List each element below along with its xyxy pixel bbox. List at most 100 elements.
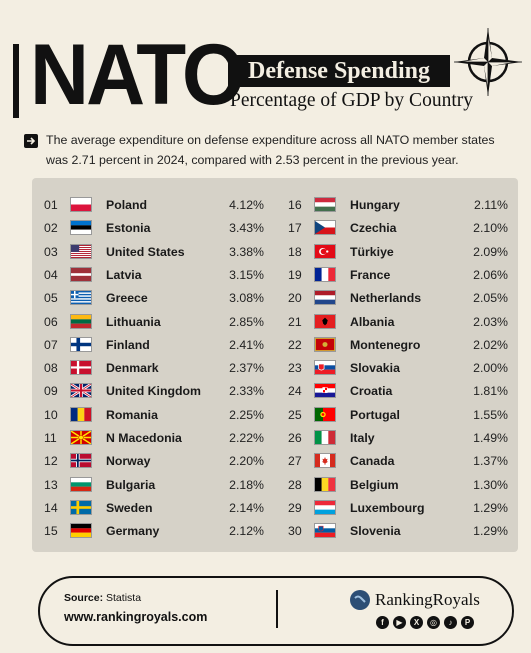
gdp-percent: 3.08% — [229, 291, 264, 306]
gdp-percent: 1.49% — [473, 431, 508, 445]
gdp-percent: 2.14% — [229, 500, 264, 515]
footer: Source: Statista www.rankingroyals.com R… — [38, 576, 514, 646]
country-name: Croatia — [350, 384, 393, 399]
netherlands-flag-icon — [314, 290, 336, 306]
country-name: United States — [106, 244, 185, 259]
country-name: Netherlands — [350, 291, 422, 306]
estonia-flag-icon — [70, 220, 92, 236]
gdp-percent: 2.10% — [473, 221, 508, 236]
gdp-percent: 2.37% — [229, 361, 264, 376]
country-name: Romania — [106, 407, 158, 422]
gdp-percent: 2.05% — [473, 291, 508, 306]
table-row: 18 Türkiye 2.09% — [288, 241, 508, 263]
country-name: Hungary — [350, 198, 400, 212]
footer-divider — [276, 590, 278, 628]
title-box: Defense Spending — [228, 55, 450, 87]
country-name: Norway — [106, 454, 151, 469]
rank-number: 05 — [44, 291, 58, 306]
table-row: 30 Slovenia 1.29% — [288, 520, 508, 542]
rank-number: 22 — [288, 337, 302, 352]
gdp-percent: 2.18% — [229, 477, 264, 492]
poland-flag-icon — [70, 197, 92, 212]
country-name: N Macedonia — [106, 431, 182, 445]
rank-number: 11 — [44, 431, 57, 445]
country-name: Greece — [106, 291, 148, 306]
greece-flag-icon — [70, 290, 92, 306]
rank-number: 01 — [44, 198, 58, 212]
youtube-icon[interactable]: ▶ — [393, 616, 406, 629]
rank-number: 23 — [288, 361, 302, 376]
source-line: Source: Statista — [64, 592, 141, 604]
canada-flag-icon — [314, 453, 336, 469]
latvia-flag-icon — [70, 266, 92, 282]
table-row: 24 Croatia 1.81% — [288, 380, 508, 402]
rank-number: 08 — [44, 361, 58, 376]
brand-name: RankingRoyals — [375, 590, 480, 609]
country-name: Finland — [106, 337, 150, 352]
intro-text: The average expenditure on defense expen… — [46, 133, 495, 167]
rank-number: 12 — [44, 454, 58, 469]
rank-number: 24 — [288, 384, 302, 399]
slovakia-flag-icon — [314, 360, 336, 376]
table-row: 09 United Kingdom 2.33% — [44, 380, 264, 402]
norway-flag-icon — [70, 453, 92, 469]
rank-number: 21 — [288, 314, 302, 329]
gdp-percent: 2.20% — [229, 454, 264, 469]
rank-number: 25 — [288, 407, 302, 422]
country-name: Czechia — [350, 221, 397, 236]
facebook-icon[interactable]: f — [376, 616, 389, 629]
table-row: 07 Finland 2.41% — [44, 334, 264, 356]
nato-compass-icon — [454, 28, 522, 96]
turkey-flag-icon — [314, 243, 336, 259]
rank-number: 17 — [288, 221, 302, 236]
gdp-percent: 2.33% — [229, 384, 264, 399]
instagram-icon[interactable]: ◎ — [427, 616, 440, 629]
country-name: France — [350, 267, 391, 282]
romania-flag-icon — [70, 406, 92, 422]
albania-flag-icon — [314, 313, 336, 329]
rank-number: 16 — [288, 198, 302, 212]
gdp-percent: 1.81% — [473, 384, 508, 399]
hungary-flag-icon — [314, 197, 336, 212]
rank-number: 02 — [44, 221, 58, 236]
arrow-right-icon — [24, 134, 38, 148]
page-title: NATO — [30, 27, 245, 123]
x-icon[interactable]: X — [410, 616, 423, 629]
table-row: 19 France 2.06% — [288, 264, 508, 286]
tiktok-icon[interactable]: ♪ — [444, 616, 457, 629]
website-url[interactable]: www.rankingroyals.com — [64, 610, 208, 624]
portugal-flag-icon — [314, 406, 336, 422]
table-row: 13 Bulgaria 2.18% — [44, 474, 264, 496]
country-name: Sweden — [106, 500, 153, 515]
table-row: 03 United States 3.38% — [44, 241, 264, 263]
country-name: Luxembourg — [350, 500, 425, 515]
country-name: Slovakia — [350, 361, 400, 376]
lithuania-flag-icon — [70, 313, 92, 329]
table-row: 10 Romania 2.25% — [44, 404, 264, 426]
macedonia-flag-icon — [70, 430, 92, 445]
gdp-percent: 3.38% — [229, 244, 264, 259]
croatia-flag-icon — [314, 383, 336, 399]
country-name: Slovenia — [350, 524, 401, 539]
gdp-percent: 2.85% — [229, 314, 264, 329]
rank-number: 09 — [44, 384, 58, 399]
bulgaria-flag-icon — [70, 476, 92, 492]
rank-number: 03 — [44, 244, 58, 259]
social-icons: f ▶ X ◎ ♪ P — [376, 616, 474, 629]
country-name: Montenegro — [350, 337, 421, 352]
table-row: 05 Greece 3.08% — [44, 287, 264, 309]
table-row: 27 Canada 1.37% — [288, 450, 508, 472]
gdp-percent: 2.02% — [473, 337, 508, 352]
gdp-percent: 2.09% — [473, 244, 508, 259]
table-row: 28 Belgium 1.30% — [288, 474, 508, 496]
table-row: 21 Albania 2.03% — [288, 311, 508, 333]
country-name: Italy — [350, 431, 375, 445]
gdp-percent: 2.11% — [474, 198, 508, 212]
rank-number: 18 — [288, 244, 302, 259]
pinterest-icon[interactable]: P — [461, 616, 474, 629]
gdp-percent: 2.00% — [473, 361, 508, 376]
country-name: Portugal — [350, 407, 400, 422]
usa-flag-icon — [70, 243, 92, 259]
czechia-flag-icon — [314, 220, 336, 236]
table-row: 12 Norway 2.20% — [44, 450, 264, 472]
